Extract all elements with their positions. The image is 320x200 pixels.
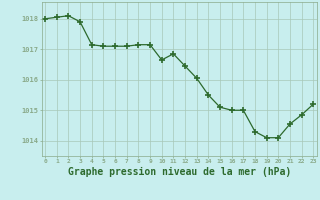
- X-axis label: Graphe pression niveau de la mer (hPa): Graphe pression niveau de la mer (hPa): [68, 167, 291, 177]
